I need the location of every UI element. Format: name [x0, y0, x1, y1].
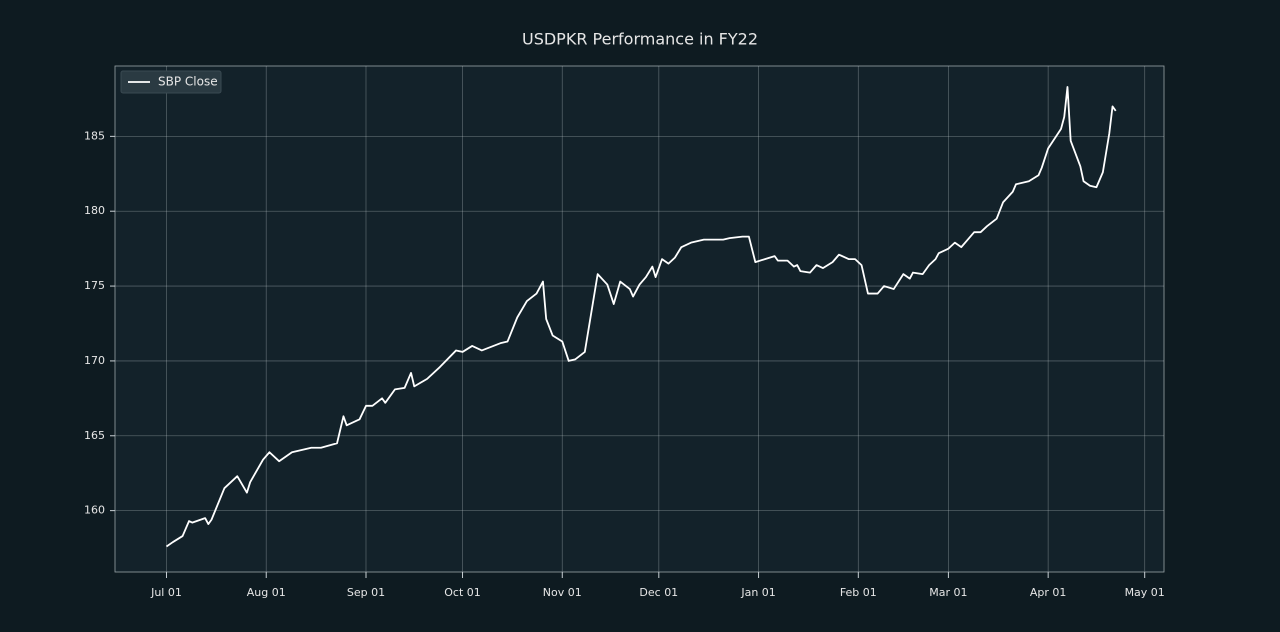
legend-label: SBP Close: [158, 75, 218, 89]
y-tick-label: 185: [84, 129, 105, 142]
x-tick-label: Aug 01: [247, 586, 286, 599]
y-tick-label: 165: [84, 429, 105, 442]
x-tick-label: Feb 01: [840, 586, 877, 599]
line-series: [165, 86, 1117, 548]
chart-title: USDPKR Performance in FY22: [522, 30, 758, 49]
y-tick-label: 170: [84, 354, 105, 367]
x-tick-label: Nov 01: [543, 586, 582, 599]
x-tick-label: Jul 01: [150, 586, 182, 599]
x-tick-label: Jan 01: [740, 586, 775, 599]
y-tick-label: 180: [84, 204, 105, 217]
x-tick-label: Dec 01: [639, 586, 678, 599]
x-tick-label: Apr 01: [1030, 586, 1067, 599]
x-tick-label: Oct 01: [444, 586, 481, 599]
x-tick-label: Sep 01: [347, 586, 385, 599]
plot-area: [114, 65, 1165, 573]
y-tick-label: 175: [84, 279, 105, 292]
y-tick-label: 160: [84, 504, 105, 517]
x-tick-label: May 01: [1125, 586, 1165, 599]
x-tick-label: Mar 01: [929, 586, 967, 599]
legend-box: [120, 70, 222, 94]
